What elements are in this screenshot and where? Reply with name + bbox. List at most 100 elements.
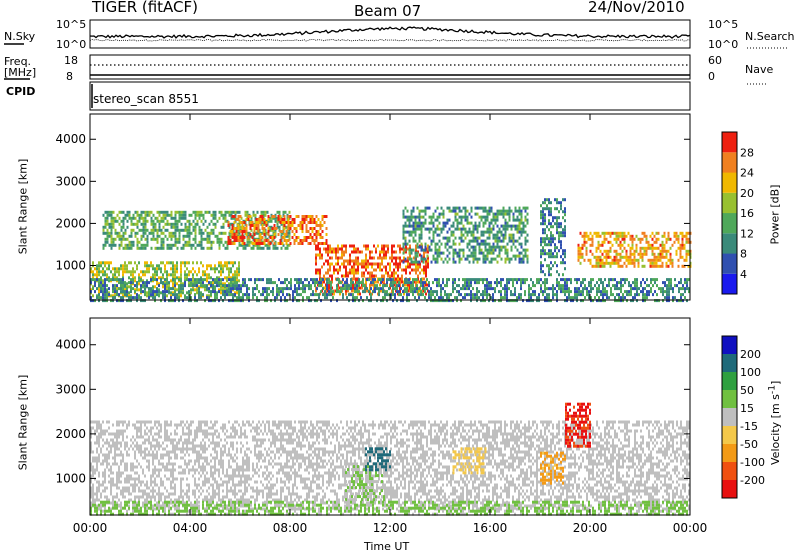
- power-cell: [438, 284, 440, 288]
- velocity-cell: [132, 504, 134, 508]
- power-cell: [156, 290, 158, 294]
- power-cell: [369, 283, 371, 287]
- power-cell: [502, 278, 504, 282]
- power-cell: [152, 276, 154, 280]
- power-cell: [196, 219, 199, 223]
- power-cell: [432, 233, 435, 237]
- power-cell: [554, 261, 556, 265]
- power-cell: [438, 248, 441, 252]
- power-cell: [184, 284, 186, 288]
- power-cell: [542, 219, 544, 223]
- power-cell: [628, 281, 630, 285]
- power-cell: [554, 293, 556, 297]
- power-cell: [206, 279, 208, 283]
- velocity-cell: [134, 495, 136, 499]
- power-cell: [406, 215, 409, 219]
- power-cell: [200, 291, 202, 295]
- velocity-cell: [98, 456, 100, 460]
- power-cell: [140, 296, 142, 300]
- power-cell: [220, 267, 222, 271]
- power-cell: [619, 243, 622, 247]
- velocity-cell: [130, 477, 132, 481]
- power-cell: [460, 239, 463, 243]
- power-cell: [336, 287, 338, 291]
- power-cell: [278, 293, 280, 297]
- power-cell: [110, 231, 113, 235]
- power-cell: [668, 299, 670, 303]
- power-cell: [110, 210, 113, 214]
- power-cell: [474, 296, 476, 300]
- power-cell: [601, 252, 604, 256]
- power-cell: [630, 284, 632, 288]
- power-cell: [236, 279, 238, 283]
- power-cell: [403, 292, 405, 296]
- power-cell: [214, 290, 216, 294]
- power-cell: [164, 267, 166, 271]
- velocity-cell: [92, 483, 94, 487]
- power-cell: [198, 290, 200, 294]
- power-cell: [624, 296, 626, 300]
- velocity-cell: [118, 474, 120, 478]
- power-cell: [626, 290, 628, 294]
- power-cell: [458, 278, 460, 282]
- velocity-cell: [132, 489, 134, 493]
- power-cell: [134, 276, 136, 280]
- power-cell: [313, 218, 316, 221]
- power-cell: [564, 290, 566, 294]
- power-cell: [384, 293, 386, 297]
- power-cell: [486, 248, 489, 252]
- velocity-cell: [116, 495, 118, 499]
- power-cell: [272, 281, 274, 285]
- power-cell: [428, 236, 431, 240]
- power-cell: [520, 212, 523, 216]
- power-cell: [472, 254, 475, 258]
- power-cell: [365, 256, 367, 260]
- power-cell: [134, 234, 137, 238]
- power-cell: [297, 215, 300, 218]
- power-cell: [448, 239, 451, 243]
- power-cell: [577, 255, 580, 259]
- power-cell: [402, 212, 405, 216]
- power-cell: [448, 296, 450, 300]
- power-cell: [178, 276, 180, 280]
- power-cell: [232, 299, 234, 303]
- power-cell: [644, 281, 646, 285]
- power-cell: [488, 206, 491, 210]
- power-cell: [438, 245, 441, 249]
- power-cell: [427, 265, 429, 269]
- power-cell: [236, 276, 238, 280]
- power-cell: [546, 278, 548, 282]
- power-cell: [386, 284, 388, 288]
- power-cell: [409, 253, 411, 257]
- power-cell: [387, 271, 389, 275]
- power-cell: [582, 281, 584, 285]
- power-cell: [508, 281, 510, 285]
- power-cell: [416, 224, 419, 228]
- power-cell: [490, 209, 493, 213]
- power-cell: [180, 273, 182, 277]
- power-cell: [156, 267, 158, 271]
- power-cell: [474, 212, 477, 216]
- power-cell: [311, 239, 314, 242]
- velocity-cell: [100, 426, 102, 430]
- power-cell: [192, 219, 195, 223]
- velocity-cell: [104, 459, 106, 463]
- power-cell: [671, 261, 674, 265]
- power-cell: [452, 290, 454, 294]
- power-cell: [208, 240, 211, 244]
- power-cell: [618, 299, 620, 303]
- power-cell: [150, 237, 153, 241]
- power-cell: [524, 293, 526, 297]
- power-cell: [407, 283, 409, 287]
- power-cell: [226, 279, 228, 283]
- power-cell: [418, 209, 421, 213]
- power-cell: [92, 278, 94, 282]
- power-cell: [650, 290, 652, 294]
- power-cell: [544, 240, 546, 244]
- power-cell: [174, 267, 176, 271]
- power-cell: [319, 236, 322, 239]
- power-cell: [202, 216, 205, 220]
- power-cell: [275, 227, 278, 230]
- power-cell: [408, 230, 411, 234]
- power-cell: [324, 296, 326, 300]
